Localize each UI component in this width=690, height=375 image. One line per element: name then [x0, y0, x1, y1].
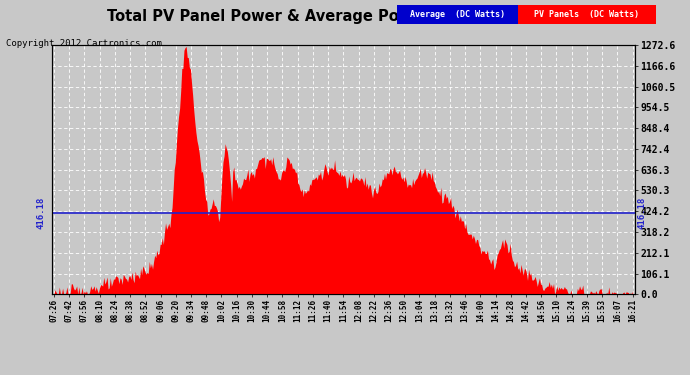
Text: 416.18: 416.18 — [37, 197, 46, 229]
Text: 416.18: 416.18 — [638, 197, 647, 229]
Text: PV Panels  (DC Watts): PV Panels (DC Watts) — [534, 10, 639, 19]
Text: Average  (DC Watts): Average (DC Watts) — [410, 10, 504, 19]
Text: Total PV Panel Power & Average Power Mon Dec 31 16:28: Total PV Panel Power & Average Power Mon… — [107, 9, 583, 24]
Text: Copyright 2012 Cartronics.com: Copyright 2012 Cartronics.com — [6, 39, 161, 48]
